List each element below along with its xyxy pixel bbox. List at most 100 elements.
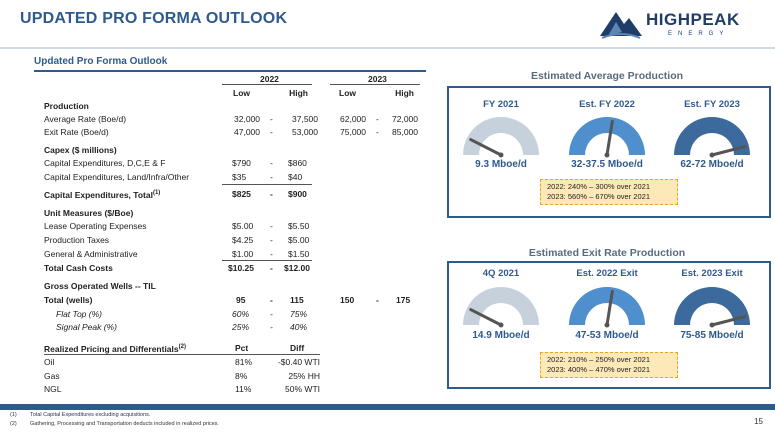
footnote-ref: (2) bbox=[178, 344, 186, 350]
cell-low-2022: $790 bbox=[232, 158, 251, 168]
gauge-4q2021-icon bbox=[463, 287, 539, 328]
logo-subtext: ENERGY bbox=[668, 31, 730, 37]
dash: - bbox=[376, 295, 379, 305]
gauge-hub bbox=[709, 152, 715, 158]
gauge-hub bbox=[604, 322, 610, 328]
exit-gauge-label: 4Q 2021 bbox=[482, 268, 520, 279]
wells-total-low-2022: 95 bbox=[236, 295, 246, 305]
pricing-rule bbox=[44, 354, 320, 355]
footnote-num: (2) bbox=[10, 421, 17, 427]
row-label: Production Taxes bbox=[44, 235, 110, 245]
cell-low-2023: 62,000 bbox=[340, 114, 366, 124]
capex-total-label: Capital Expenditures, Total(1) bbox=[44, 188, 160, 200]
logo-text: HIGHPEAK bbox=[646, 10, 740, 29]
cell-high-2022: $5.00 bbox=[288, 235, 310, 245]
dash: - bbox=[270, 158, 273, 168]
col-diff: Diff bbox=[290, 343, 305, 353]
exit-gauge-label: Est. 2023 Exit bbox=[681, 268, 743, 279]
dash: - bbox=[270, 249, 273, 259]
dash: - bbox=[376, 127, 379, 137]
cell-high-2022: 53,000 bbox=[292, 127, 318, 137]
dash: - bbox=[376, 114, 379, 124]
company-logo: HIGHPEAK ENERGY bbox=[598, 4, 766, 44]
gauge-arc bbox=[569, 117, 645, 155]
page-number: 15 bbox=[754, 417, 763, 426]
col-low-2022: Low bbox=[233, 88, 250, 98]
col-pct: Pct bbox=[235, 343, 249, 353]
exit-gauge-label: Est. 2022 Exit bbox=[576, 268, 638, 279]
production-heading: Production bbox=[44, 101, 89, 111]
cell-diff: 50% WTI bbox=[285, 384, 320, 394]
capex-heading: Capex ($ millions) bbox=[44, 145, 117, 155]
wells-heading: Gross Operated Wells -- TIL bbox=[44, 281, 156, 291]
wells-total-high-2023: 175 bbox=[396, 295, 411, 305]
avg-gauge-label: FY 2021 bbox=[483, 99, 519, 110]
avg-gauge-value: 62-72 Mboe/d bbox=[680, 159, 744, 170]
cell-high-2023: 72,000 bbox=[392, 114, 418, 124]
gauge-needle bbox=[469, 308, 503, 327]
dash: - bbox=[270, 114, 273, 124]
gauge-needle bbox=[605, 289, 614, 327]
cell-low-2022: 60% bbox=[232, 309, 250, 319]
cell-low-2023: 75,000 bbox=[340, 127, 366, 137]
year-2023-underline bbox=[330, 84, 420, 85]
footnote-text: Total Capital Expenditures excluding acq… bbox=[30, 412, 151, 418]
cell-diff: 25% HH bbox=[288, 371, 320, 381]
row-label: Oil bbox=[44, 357, 55, 367]
gauge-hub bbox=[498, 322, 504, 328]
unit-total-high: $12.00 bbox=[284, 263, 310, 273]
gauge-needle bbox=[710, 145, 747, 157]
cell-high-2022: $1.50 bbox=[288, 249, 310, 259]
year-2022-underline bbox=[222, 84, 312, 85]
dash: - bbox=[270, 309, 273, 319]
avg-gauge-value: 32-37.5 Mboe/d bbox=[571, 159, 643, 170]
unit-total-rule bbox=[222, 260, 312, 261]
unit-heading: Unit Measures ($/Boe) bbox=[44, 208, 134, 218]
gauge-arc bbox=[674, 287, 750, 325]
row-label: NGL bbox=[44, 384, 62, 394]
row-label: Lease Operating Expenses bbox=[44, 221, 147, 231]
footnote-ref: (1) bbox=[152, 190, 161, 196]
gauge-needle bbox=[710, 315, 747, 327]
row-label: Capital Expenditures, Land/Infra/Other bbox=[44, 172, 190, 182]
row-label: Exit Rate (Boe/d) bbox=[44, 127, 109, 137]
capex-total-low: $825 bbox=[232, 189, 251, 199]
note-line: 2022: 210% – 250% over 2021 bbox=[547, 355, 650, 364]
dash: - bbox=[270, 189, 273, 199]
cell-high-2022: 37,500 bbox=[292, 114, 318, 124]
gauge-arc bbox=[463, 117, 539, 155]
gauge-2022-exit-icon bbox=[569, 287, 645, 328]
cell-low-2022: $4.25 bbox=[232, 235, 254, 245]
cell-high-2022: 40% bbox=[290, 322, 308, 332]
capex-total-text: Capital Expenditures, Total bbox=[44, 189, 153, 200]
row-label: Signal Peak (%) bbox=[56, 322, 117, 332]
col-low-2023: Low bbox=[339, 88, 356, 98]
col-high-2023: High bbox=[395, 88, 414, 98]
avg-gauge-label: Est. FY 2023 bbox=[684, 99, 740, 110]
gauge-fy2021-icon bbox=[463, 117, 539, 158]
pricing-heading: Realized Pricing and Differentials(2) bbox=[44, 342, 186, 354]
capex-total-rule bbox=[222, 184, 312, 185]
cell-low-2022: 32,000 bbox=[234, 114, 260, 124]
dash: - bbox=[270, 127, 273, 137]
gauge-fy2022-icon bbox=[569, 117, 645, 158]
dash: - bbox=[270, 295, 273, 305]
year-2023-header: 2023 bbox=[368, 74, 387, 84]
wells-total-high-2022: 115 bbox=[290, 295, 304, 305]
cell-low-2022: 47,000 bbox=[234, 127, 260, 137]
capex-total-high: $900 bbox=[288, 189, 307, 199]
exit-growth-note: 2022: 210% – 250% over 2021 2023: 400% –… bbox=[540, 352, 678, 378]
cell-pct: 81% bbox=[235, 357, 253, 367]
pricing-heading-text: Realized Pricing and Differentials bbox=[44, 343, 179, 354]
gauge-hub bbox=[604, 152, 610, 158]
avg-growth-note: 2022: 240% – 300% over 2021 2023: 560% –… bbox=[540, 179, 678, 205]
table-title: Updated Pro Forma Outlook bbox=[34, 56, 168, 67]
footer-bar bbox=[0, 404, 775, 410]
gauge-arc bbox=[463, 287, 539, 325]
cell-low-2022: $35 bbox=[232, 172, 247, 182]
cell-high-2023: 85,000 bbox=[392, 127, 418, 137]
note-line: 2023: 400% – 470% over 2021 bbox=[547, 365, 650, 374]
exit-gauge-value: 14.9 Mboe/d bbox=[472, 330, 530, 341]
gauge-arc bbox=[569, 287, 645, 325]
row-label: General & Administrative bbox=[44, 249, 138, 259]
